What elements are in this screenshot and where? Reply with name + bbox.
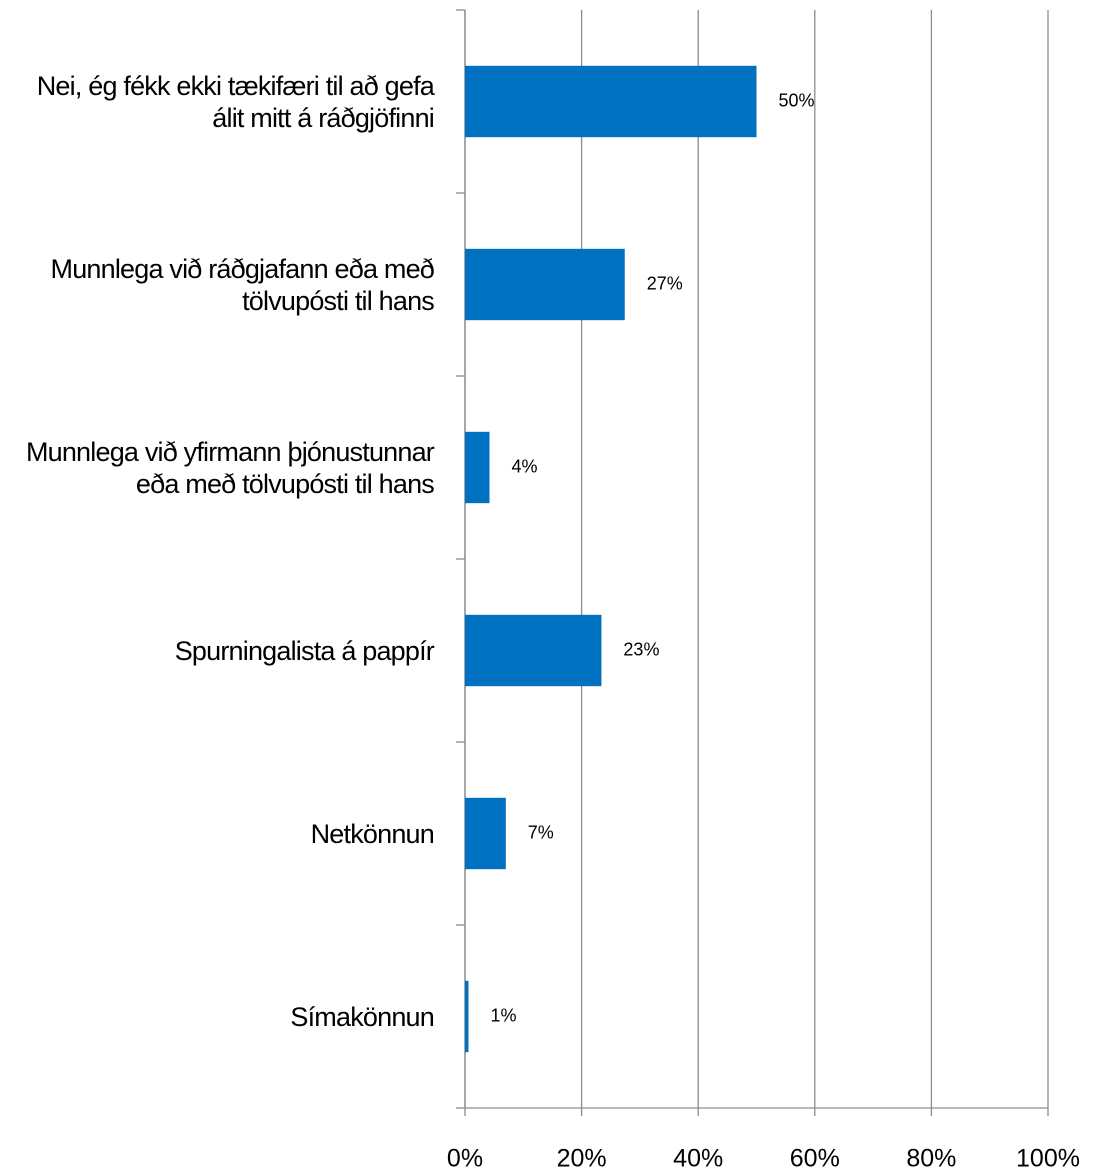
bar: [465, 980, 469, 1053]
bar: [465, 248, 625, 321]
data-label: 1%: [490, 1005, 516, 1025]
x-tick-label: 40%: [673, 1145, 723, 1172]
category-label: Munnlega við ráðgjafann eða með tölvupós…: [50, 253, 435, 316]
category-label: Símakönnun: [290, 1001, 434, 1032]
data-label: 27%: [647, 273, 683, 293]
x-tick-label: 0%: [447, 1145, 483, 1172]
category-label: Munnlega við yfirmann þjónustunnar eða m…: [25, 436, 435, 499]
x-tick-label: 20%: [557, 1145, 607, 1172]
bar: [465, 65, 757, 138]
bar: [465, 614, 602, 687]
data-label: 50%: [779, 90, 815, 110]
x-tick-label: 100%: [1016, 1145, 1080, 1172]
data-label: 4%: [511, 456, 537, 476]
bar: [465, 431, 490, 504]
category-label: Netkönnun: [310, 818, 435, 849]
category-label: Nei, ég fékk ekki tækifæri til að gefa á…: [36, 70, 435, 133]
data-label: 7%: [528, 822, 554, 842]
category-label: Spurningalista á pappír: [174, 635, 435, 666]
x-tick-label: 60%: [790, 1145, 840, 1172]
data-label: 23%: [623, 639, 659, 659]
x-tick-label: 80%: [906, 1145, 956, 1172]
bar: [465, 797, 506, 870]
